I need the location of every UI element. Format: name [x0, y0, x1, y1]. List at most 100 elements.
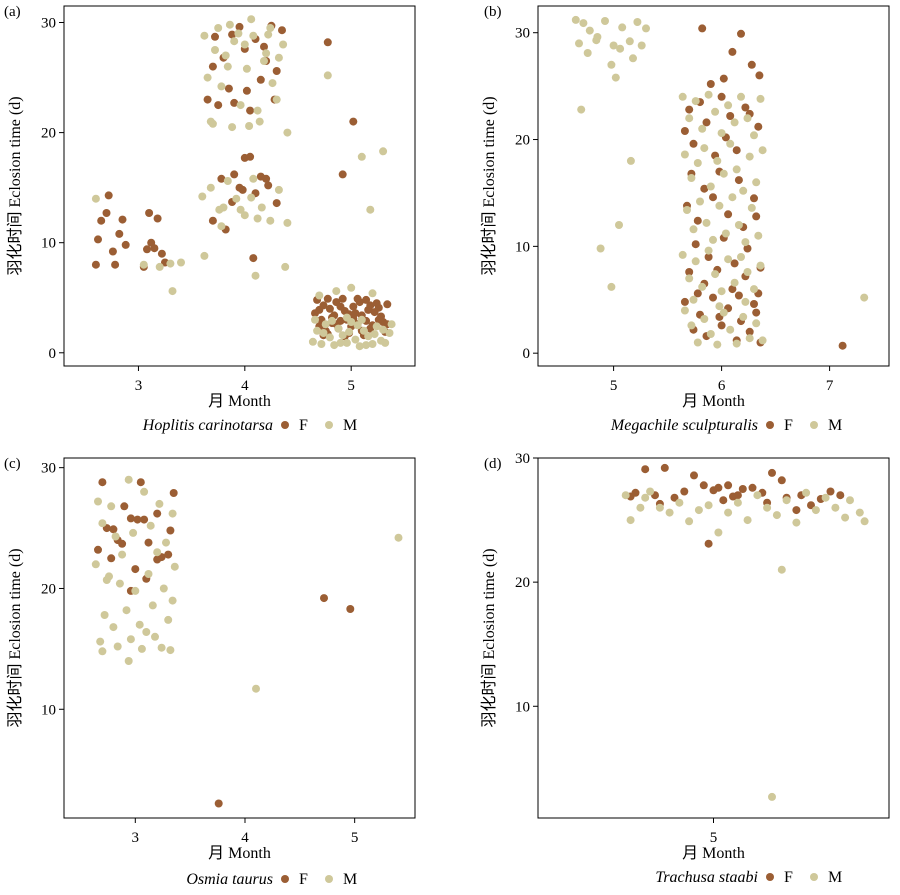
data-point-M — [860, 293, 869, 302]
data-point-F — [140, 515, 149, 524]
data-point-M — [726, 139, 735, 148]
data-point-F — [826, 487, 835, 496]
data-point-F — [755, 71, 764, 80]
data-point-M — [379, 325, 388, 334]
data-point-F — [728, 47, 737, 56]
data-point-M — [750, 131, 758, 140]
data-point-M — [726, 325, 735, 334]
data-point-M — [153, 548, 162, 557]
data-point-F — [97, 216, 106, 225]
legend-label-M: M — [343, 871, 357, 888]
data-point-M — [768, 792, 776, 801]
data-point-M — [841, 513, 850, 522]
data-point-M — [251, 271, 260, 280]
data-point-M — [571, 15, 580, 24]
data-point-F — [631, 488, 640, 497]
data-point-M — [115, 579, 124, 588]
data-point-M — [698, 282, 707, 291]
data-point-M — [157, 643, 166, 652]
data-points — [91, 15, 396, 351]
data-point-M — [357, 315, 366, 324]
data-point-M — [585, 26, 594, 35]
data-point-M — [102, 576, 111, 584]
data-point-F — [111, 260, 120, 269]
data-point-F — [242, 86, 251, 95]
data-point-M — [124, 657, 133, 665]
data-point-M — [646, 487, 655, 496]
x-tick-label: 4 — [241, 378, 249, 394]
data-point-M — [107, 502, 116, 511]
data-point-M — [728, 193, 737, 202]
data-point-M — [155, 262, 164, 271]
data-point-M — [575, 39, 583, 48]
data-point-M — [109, 623, 118, 632]
data-point-M — [257, 203, 266, 212]
x-axis-title: 月 Month — [682, 845, 745, 862]
data-point-M — [717, 129, 726, 138]
data-point-F — [246, 106, 255, 115]
data-point-M — [362, 341, 371, 350]
data-point-M — [347, 283, 356, 292]
data-point-F — [383, 300, 392, 309]
data-point-M — [811, 506, 820, 515]
data-point-M — [211, 46, 219, 54]
data-point-M — [253, 106, 262, 115]
data-point-M — [689, 295, 698, 304]
data-point-M — [713, 340, 722, 349]
panel-label: (d) — [484, 456, 502, 472]
data-point-M — [91, 560, 100, 569]
data-point-F — [752, 308, 761, 317]
data-point-M — [583, 49, 592, 57]
data-point-M — [678, 250, 687, 259]
data-point-M — [353, 321, 362, 330]
data-point-M — [680, 150, 689, 159]
data-point-M — [629, 54, 637, 63]
y-tick-label: 10 — [515, 699, 530, 715]
data-point-M — [709, 235, 717, 244]
data-point-M — [743, 268, 752, 276]
legend-label-F: F — [784, 417, 793, 434]
data-point-F — [792, 506, 801, 515]
data-point-F — [320, 594, 328, 603]
data-point-M — [94, 497, 102, 506]
data-point-M — [756, 261, 765, 270]
legend-marker-F — [281, 421, 289, 429]
legend: Hoplitis carinotarsa F M — [142, 417, 357, 434]
data-point-M — [162, 538, 170, 547]
data-point-F — [94, 545, 102, 554]
data-point-F — [691, 240, 700, 249]
data-point-M — [730, 118, 739, 127]
legend-marker-F — [281, 875, 289, 883]
data-point-F — [264, 181, 273, 190]
data-point-M — [655, 503, 664, 512]
data-point-F — [730, 259, 739, 268]
y-axis-title: 羽化时间 Eclosion time (d) — [480, 96, 498, 275]
data-point-M — [228, 123, 237, 132]
data-point-M — [694, 506, 703, 515]
data-point-M — [308, 337, 317, 346]
data-point-F — [693, 289, 702, 298]
data-point-F — [724, 210, 733, 219]
data-point-M — [268, 79, 277, 88]
data-point-M — [330, 341, 339, 350]
data-point-F — [108, 247, 117, 256]
data-point-F — [315, 305, 324, 314]
data-point-M — [717, 287, 726, 296]
y-tick-label: 10 — [515, 239, 530, 255]
panel-label: (c) — [4, 456, 21, 472]
data-point-M — [724, 508, 733, 517]
data-point-M — [381, 338, 390, 347]
data-point-M — [637, 41, 646, 50]
data-point-M — [91, 194, 100, 203]
legend-label-M: M — [343, 417, 357, 434]
x-tick-label: 3 — [135, 378, 143, 394]
data-point-M — [611, 73, 620, 82]
data-point-M — [262, 49, 271, 58]
data-point-F — [777, 476, 786, 485]
x-tick-label: 3 — [132, 830, 140, 846]
data-point-M — [279, 40, 288, 49]
data-point-M — [733, 498, 742, 507]
data-point-F — [748, 483, 757, 492]
data-point-M — [253, 214, 262, 223]
legend-marker-M — [810, 873, 818, 881]
